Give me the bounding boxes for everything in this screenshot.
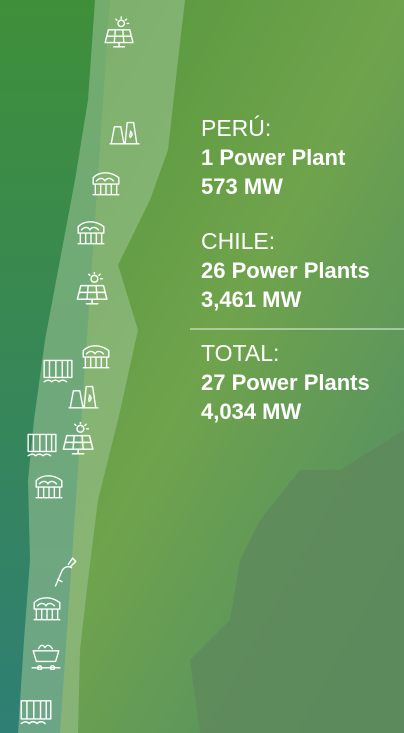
capacity: 573 MW	[201, 174, 283, 199]
plant-count: 27 Power Plants	[201, 370, 370, 395]
country-label: CHILE:	[201, 228, 275, 254]
capacity: 3,461 MW	[201, 287, 301, 312]
plant-count: 1 Power Plant	[201, 145, 346, 170]
plant-count: 26 Power Plants	[201, 258, 370, 283]
total-label: TOTAL:	[201, 340, 279, 366]
capacity: 4,034 MW	[201, 399, 301, 424]
dark-region	[190, 430, 404, 733]
country-label: PERÚ:	[201, 115, 271, 141]
